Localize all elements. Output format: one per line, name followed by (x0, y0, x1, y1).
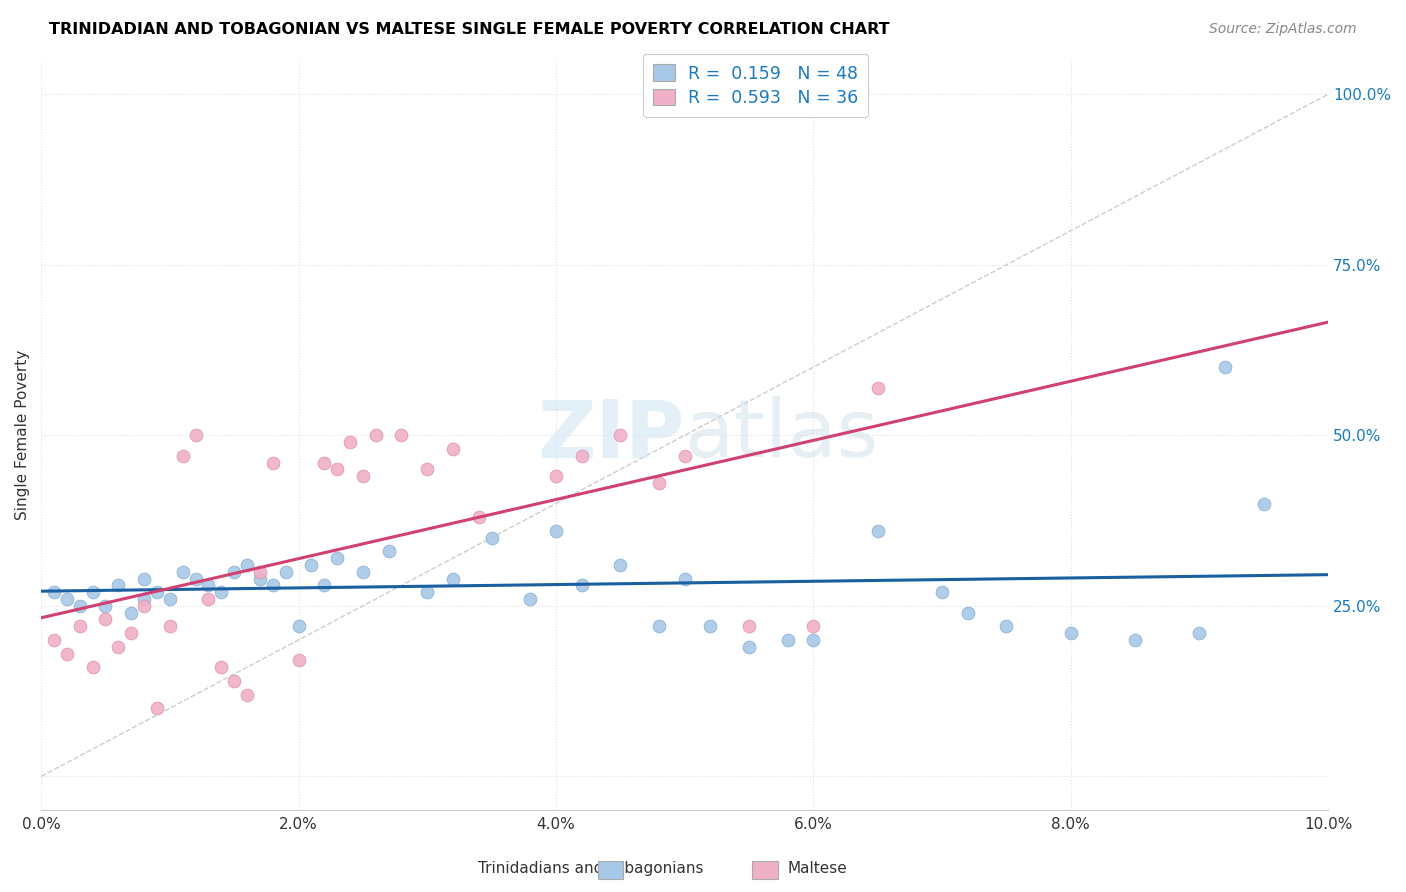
Point (287, 653, 309, 667)
Point (648, 619, 671, 633)
Point (995, 619, 1018, 633)
Point (146, 585, 169, 599)
Point (866, 524, 889, 538)
Point (197, 578, 219, 592)
Point (249, 565, 271, 579)
Point (1188, 626, 1211, 640)
Point (673, 572, 696, 586)
Point (172, 449, 194, 463)
Point (866, 381, 889, 395)
Point (648, 476, 671, 491)
Point (776, 632, 799, 647)
Point (352, 565, 374, 579)
Point (481, 531, 503, 545)
Point (801, 619, 824, 633)
Point (69, 599, 91, 613)
Point (209, 660, 232, 674)
Point (441, 572, 464, 586)
Point (326, 462, 349, 476)
Point (364, 428, 387, 442)
Point (609, 558, 631, 572)
Y-axis label: Single Female Poverty: Single Female Poverty (15, 351, 30, 520)
Point (159, 619, 181, 633)
Point (197, 592, 219, 607)
Point (132, 592, 155, 607)
Point (699, 619, 721, 633)
Point (184, 428, 207, 442)
Point (467, 510, 489, 524)
Point (172, 565, 194, 579)
Point (609, 428, 631, 442)
Point (1060, 626, 1083, 640)
Point (249, 572, 271, 586)
Point (69, 619, 91, 633)
Point (287, 619, 309, 633)
Point (94, 599, 117, 613)
Point (262, 456, 284, 470)
Point (326, 551, 349, 566)
Point (339, 435, 361, 450)
Point (416, 585, 439, 599)
Point (801, 632, 824, 647)
Point (931, 585, 953, 599)
Point (544, 469, 567, 483)
Point (132, 572, 155, 586)
Point (299, 558, 322, 572)
Point (956, 606, 979, 620)
Point (146, 701, 169, 715)
Point (571, 449, 593, 463)
Text: ZIP: ZIP (537, 396, 685, 475)
Point (82, 660, 104, 674)
Point (236, 688, 259, 702)
Point (738, 640, 761, 654)
Point (519, 592, 541, 607)
Point (120, 606, 142, 620)
Point (1213, 360, 1236, 375)
Point (56, 592, 79, 607)
Legend: R =  0.159   N = 48, R =  0.593   N = 36: R = 0.159 N = 48, R = 0.593 N = 36 (643, 54, 869, 117)
Point (416, 462, 439, 476)
Text: Source: ZipAtlas.com: Source: ZipAtlas.com (1209, 22, 1357, 37)
Point (352, 469, 374, 483)
Point (1123, 632, 1146, 647)
Point (274, 565, 297, 579)
Point (42, 632, 65, 647)
Point (544, 524, 567, 538)
Point (1253, 496, 1275, 510)
Point (42, 585, 65, 599)
Point (224, 673, 246, 688)
Point (391, 428, 413, 442)
Point (441, 442, 464, 456)
Point (377, 544, 399, 558)
Point (120, 626, 142, 640)
Text: TRINIDADIAN AND TOBAGONIAN VS MALTESE SINGLE FEMALE POVERTY CORRELATION CHART: TRINIDADIAN AND TOBAGONIAN VS MALTESE SI… (49, 22, 890, 37)
Point (94, 612, 117, 626)
Point (571, 578, 593, 592)
Point (673, 449, 696, 463)
Point (82, 585, 104, 599)
Point (262, 578, 284, 592)
Point (132, 599, 155, 613)
Point (159, 592, 181, 607)
Text: Maltese: Maltese (787, 862, 846, 876)
Point (236, 558, 259, 572)
Point (314, 456, 336, 470)
Point (107, 578, 129, 592)
Text: Trinidadians and Tobagonians: Trinidadians and Tobagonians (478, 862, 703, 876)
Point (107, 640, 129, 654)
Point (56, 647, 79, 661)
Text: atlas: atlas (685, 396, 879, 475)
Point (314, 578, 336, 592)
Point (224, 565, 246, 579)
Point (184, 572, 207, 586)
Point (209, 585, 232, 599)
Point (738, 619, 761, 633)
